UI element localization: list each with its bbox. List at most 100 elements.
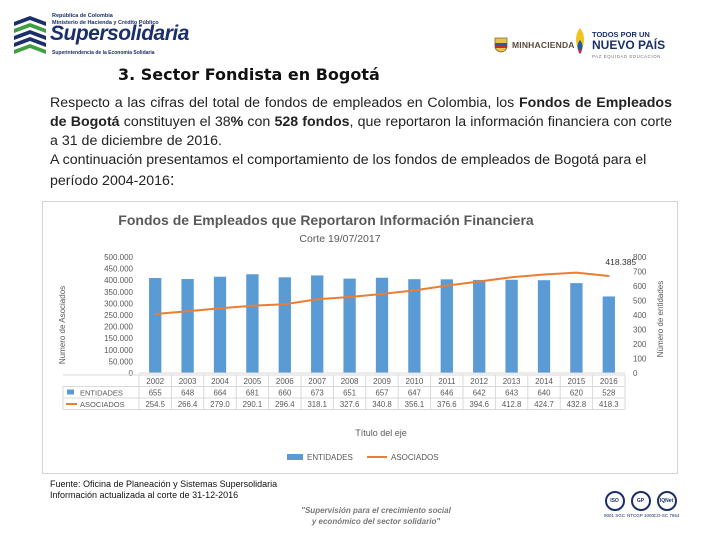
footer-quote-line1: "Supervisión para el crecimiento social xyxy=(301,506,451,515)
bar-entidades xyxy=(311,275,324,373)
point-asociados xyxy=(316,298,319,301)
minhacienda-label: MINHACIENDA xyxy=(512,40,575,50)
chart-annotation: 418.385 xyxy=(605,257,636,267)
right-tick-label: 0 xyxy=(633,369,638,378)
seal-gp: GP NTCGP 1000 xyxy=(627,491,654,518)
paragraph-1: Respecto a las cifras del total de fondo… xyxy=(50,94,672,151)
minhacienda-logo: MINHACIENDA xyxy=(494,36,575,54)
legend-label-entidades: ENTIDADES xyxy=(307,453,353,462)
p1-bold-bogota: Fondos de Empleados de Bogotá xyxy=(50,95,672,130)
table-cell: 376.6 xyxy=(437,400,457,409)
right-tick-label: 300 xyxy=(633,326,647,335)
table-cell: 296.4 xyxy=(275,400,295,409)
ss-logo-line1: República de Colombia xyxy=(52,13,113,19)
left-tick-label: 300.000 xyxy=(104,299,133,308)
right-tick-label: 600 xyxy=(633,282,647,291)
table-cell: 318.1 xyxy=(307,400,327,409)
bar-entidades xyxy=(537,280,551,373)
point-asociados xyxy=(543,273,545,276)
p1-text-c: constituyen el 38 xyxy=(119,114,231,130)
p1-text-e: con xyxy=(243,114,275,130)
table-cell: 279.0 xyxy=(210,400,230,409)
seal-iqnet: IQNet CO-SC 7654 xyxy=(653,491,680,518)
point-asociados xyxy=(251,304,254,307)
x-tick-label: 2013 xyxy=(503,377,521,386)
legend-key-entidades xyxy=(287,454,303,460)
right-tick-label: 500 xyxy=(633,297,647,306)
nuevo-pais-logo: TODOS POR UN NUEVO PAÍS PAZ EQUIDAD EDUC… xyxy=(570,24,690,64)
y-axis-title-left: Numero de Asociados xyxy=(58,286,67,364)
bar-entidades xyxy=(440,279,453,373)
coat-of-arms-icon xyxy=(494,37,508,53)
table-cell: 432.8 xyxy=(567,400,587,409)
p2-colon: : xyxy=(169,170,175,189)
table-cell: 673 xyxy=(311,389,324,398)
table-row-label: ENTIDADES xyxy=(80,389,123,398)
bar-entidades xyxy=(473,279,486,373)
y-axis-title-right: Número de entidades xyxy=(656,281,665,358)
nuevo-pais-line3: PAZ EQUIDAD EDUCACIÓN xyxy=(592,54,661,59)
bar-entidades xyxy=(149,278,162,373)
point-asociados xyxy=(284,303,286,306)
table-cell: 681 xyxy=(246,389,259,398)
right-tick-label: 700 xyxy=(633,268,647,277)
p1-bold-percent: % xyxy=(230,114,244,130)
p1-text-g: , que reportaron la información financie… xyxy=(50,114,672,149)
table-cell: 412.8 xyxy=(502,400,522,409)
point-asociados xyxy=(446,284,448,287)
table-cell: 394.6 xyxy=(469,400,489,409)
x-tick-label: 2010 xyxy=(406,377,424,386)
left-tick-label: 0 xyxy=(129,369,134,378)
p1-text-a: Respecto a las cifras del total de fondo… xyxy=(50,95,519,111)
x-tick-label: 2002 xyxy=(146,377,164,386)
ss-logo-brand: Supersolidaria xyxy=(50,22,189,45)
x-tick-label: 2008 xyxy=(341,377,359,386)
chart-container: Fondos de Empleados que Reportaron Infor… xyxy=(42,201,678,474)
ss-logo-line2: Ministerio de Hacienda y Crédito Público xyxy=(52,20,159,26)
right-tick-label: 100 xyxy=(633,355,647,364)
gp-seal-icon: GP xyxy=(630,491,651,511)
x-axis-title: Título del eje xyxy=(355,428,407,438)
footer-quote: "Supervisión para el crecimiento social … xyxy=(298,505,454,527)
bar-entidades xyxy=(278,277,291,373)
nuevo-pais-flag-icon xyxy=(576,28,584,54)
right-tick-label: 400 xyxy=(633,311,647,320)
x-tick-label: 2016 xyxy=(600,377,618,386)
x-tick-label: 2007 xyxy=(308,377,326,386)
x-tick-label: 2011 xyxy=(438,377,456,386)
ss-logo-tagline: Superintendencia de la Economía Solidari… xyxy=(52,50,155,56)
source-line1: Fuente: Oficina de Planeación y Sistemas… xyxy=(50,479,278,489)
certification-seals: ISO 9001 SGC GP NTCGP 1000 IQNet CO-SC 7654 xyxy=(603,491,679,529)
right-tick-label: 800 xyxy=(633,253,647,262)
source-note: Fuente: Oficina de Planeación y Sistemas… xyxy=(50,479,277,501)
seal-iqnet-label: CO-SC 7654 xyxy=(653,513,680,518)
footer-quote-line2: y económico del sector solidario" xyxy=(311,517,441,526)
bar-entidades xyxy=(375,277,389,373)
left-tick-label: 250.000 xyxy=(104,311,133,320)
chart-subtitle: Corte 19/07/2017 xyxy=(299,233,380,245)
left-tick-label: 400.000 xyxy=(104,276,133,285)
intro-paragraph: Respecto a las cifras del total de fondo… xyxy=(50,94,672,191)
x-tick-label: 2003 xyxy=(179,377,197,386)
table-cell: 528 xyxy=(602,389,615,398)
table-cell: 643 xyxy=(505,389,518,398)
bar-entidades xyxy=(408,279,421,373)
seal-iso: ISO 9001 SGC xyxy=(603,491,626,518)
left-tick-label: 200.000 xyxy=(104,323,133,332)
table-cell: 651 xyxy=(343,389,356,398)
table-cell: 620 xyxy=(570,389,584,398)
x-tick-label: 2009 xyxy=(373,377,391,386)
table-cell: 657 xyxy=(375,389,388,398)
section-title: 3. Sector Fondista en Bogotá xyxy=(118,65,380,84)
p2-text: A continuación presentamos el comportami… xyxy=(50,152,647,189)
point-asociados xyxy=(510,276,513,279)
table-cell: 424.7 xyxy=(534,400,554,409)
left-tick-label: 450.000 xyxy=(104,265,133,274)
table-cell: 254.5 xyxy=(145,400,165,409)
legend-label-asociados: ASOCIADOS xyxy=(391,453,439,462)
left-tick-label: 150.000 xyxy=(104,334,133,343)
point-asociados xyxy=(348,296,351,298)
table-cell: 642 xyxy=(473,389,486,398)
bar-entidades xyxy=(570,283,583,373)
seal-iso-label: 9001 SGC xyxy=(603,513,625,518)
